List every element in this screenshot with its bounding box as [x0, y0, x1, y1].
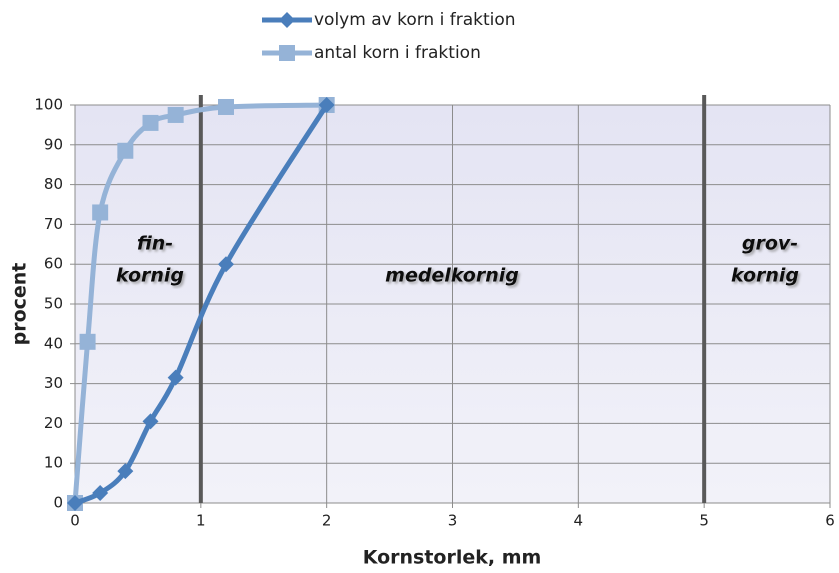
marker: [279, 45, 295, 61]
x-tick-label: 1: [196, 512, 206, 530]
marker: [318, 97, 335, 113]
x-tick-label: 0: [70, 512, 80, 530]
marker: [92, 204, 109, 221]
marker: [117, 463, 134, 480]
y-tick-label: 100: [34, 96, 63, 114]
y-tick-label: 40: [44, 334, 63, 352]
marker: [167, 106, 184, 123]
x-tick-label: 6: [825, 512, 835, 530]
legend-label: volym av korn i fraktion: [314, 10, 516, 30]
y-tick-label: 0: [53, 494, 63, 512]
y-tick-label: 80: [44, 175, 63, 193]
marker: [79, 333, 96, 350]
annotation: medelkornig: [385, 265, 519, 287]
annotation: fin-: [137, 233, 173, 255]
marker: [67, 495, 83, 511]
x-tick-label: 2: [322, 512, 332, 530]
y-tick-label: 20: [44, 414, 63, 432]
legend-item: volym av korn i fraktion: [262, 10, 516, 30]
y-tick-label: 10: [44, 454, 63, 472]
legend-item: antal korn i fraktion: [262, 43, 481, 63]
x-tick-label: 5: [699, 512, 709, 530]
y-tick-label: 60: [44, 255, 63, 273]
x-axis-label: Kornstorlek, mm: [363, 547, 542, 569]
y-tick-label: 50: [44, 295, 63, 313]
marker: [218, 256, 234, 273]
x-tick-label: 3: [448, 512, 458, 530]
y-tick-label: 30: [44, 374, 63, 392]
marker: [92, 485, 109, 502]
marker: [142, 114, 159, 131]
legend-label: antal korn i fraktion: [314, 43, 481, 63]
marker: [167, 369, 184, 386]
x-tick-label: 4: [574, 512, 584, 530]
marker: [117, 142, 134, 159]
annotation: kornig: [731, 265, 799, 287]
annotation: grov-: [742, 233, 798, 255]
marker: [218, 98, 234, 115]
marker: [279, 12, 295, 28]
y-axis-label: procent: [9, 263, 31, 346]
y-tick-label: 90: [44, 135, 63, 153]
y-tick-label: 70: [44, 215, 63, 233]
marker: [142, 413, 159, 430]
annotation: kornig: [116, 265, 184, 287]
